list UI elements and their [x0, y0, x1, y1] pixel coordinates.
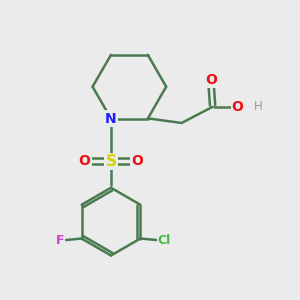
- Text: H: H: [254, 100, 262, 113]
- Text: Cl: Cl: [158, 233, 171, 247]
- Text: O: O: [205, 73, 217, 87]
- Text: O: O: [79, 154, 90, 168]
- Text: O: O: [131, 154, 143, 168]
- Text: F: F: [56, 233, 64, 247]
- Text: O: O: [232, 100, 244, 114]
- Text: S: S: [106, 154, 116, 169]
- Text: N: N: [105, 112, 117, 126]
